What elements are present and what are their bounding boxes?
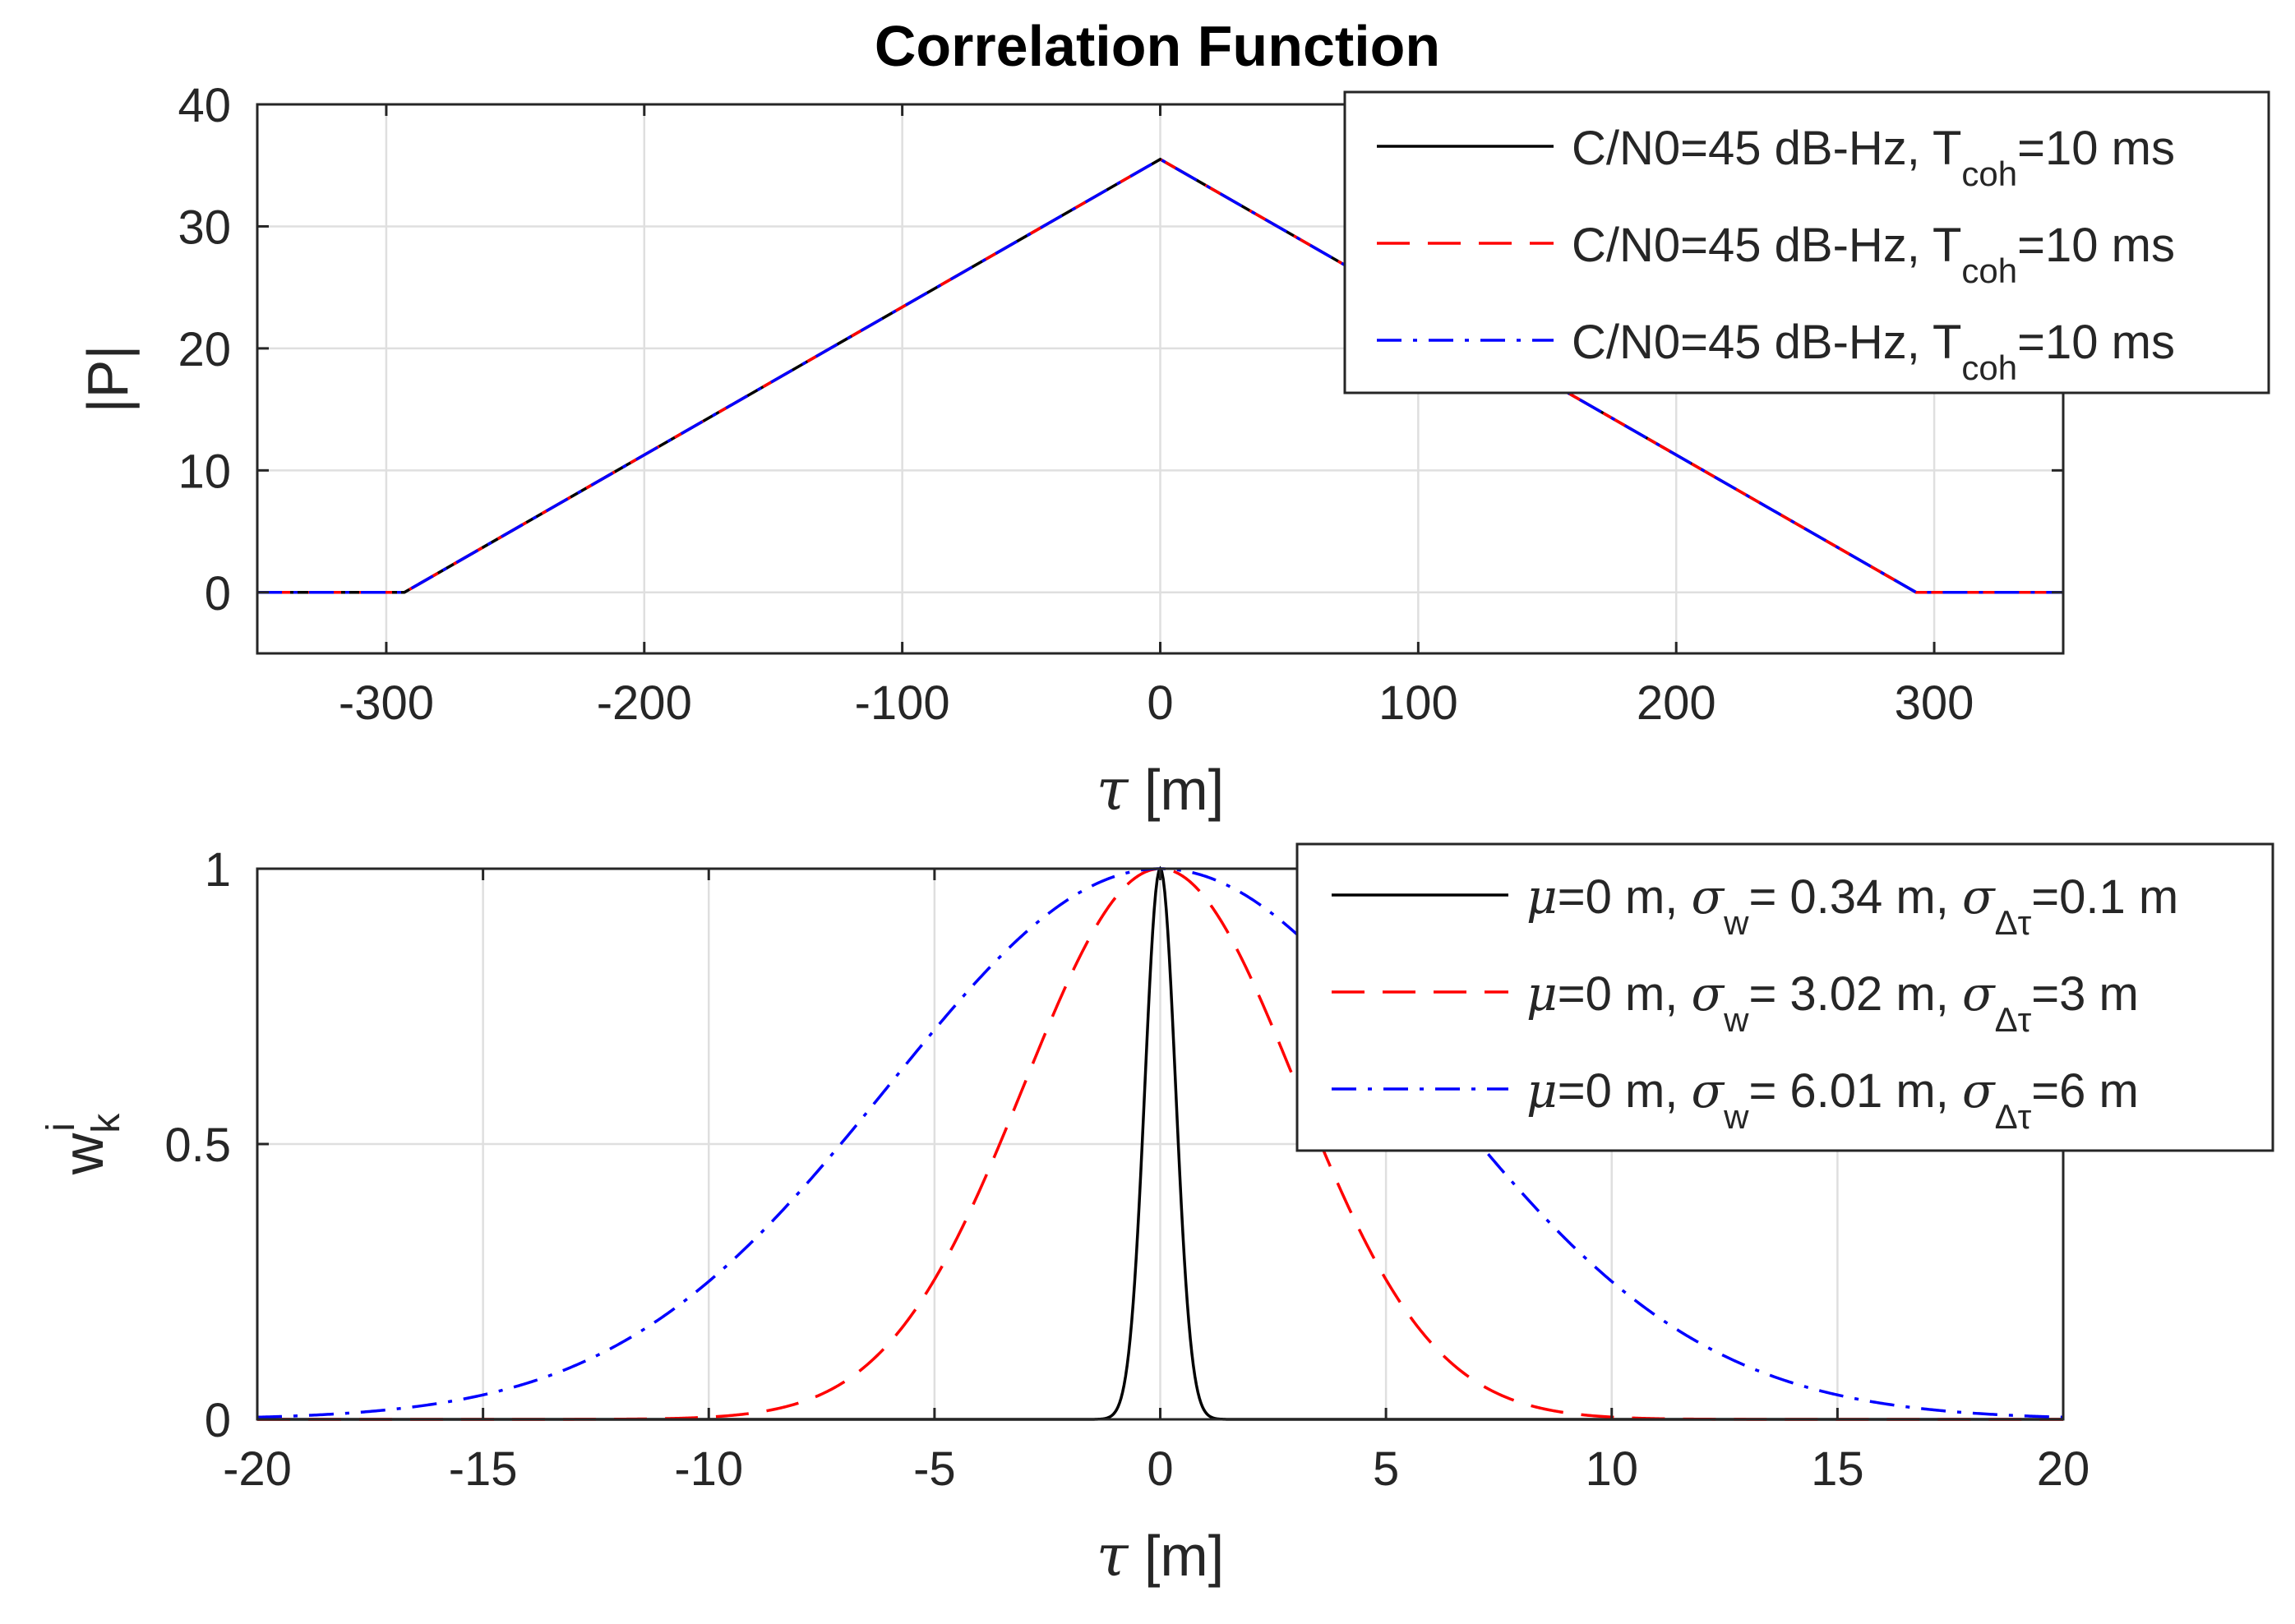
- x-axis-label: τ [m]: [1097, 1522, 1224, 1589]
- chart-title: Correlation Function: [875, 14, 1440, 78]
- legend-label: C/N0=45 dB-Hz, Tcoh=10 ms: [1572, 316, 2175, 387]
- x-tick-label: 200: [1637, 676, 1716, 730]
- x-tick-label: -15: [449, 1442, 518, 1496]
- x-tick-label: 20: [2037, 1442, 2090, 1496]
- legend-label: μ=0 m, σw= 3.02 m, σΔτ=3 m: [1526, 966, 2139, 1039]
- x-tick-label: -20: [223, 1442, 292, 1496]
- x-tick-label: -10: [674, 1442, 743, 1496]
- x-tick-label: -5: [913, 1442, 956, 1496]
- x-axis-label: τ [m]: [1097, 756, 1224, 824]
- x-tick-label: 0: [1147, 1442, 1173, 1496]
- corr-blue-dashdot-line: [257, 157, 2063, 594]
- x-tick-label: 0: [1147, 676, 1173, 730]
- x-tick-label: -300: [339, 676, 434, 730]
- plot-area: [257, 157, 2063, 594]
- weights-panel: -20 -15 -10 -5 0 5 10 15 20 0 0.5 1 τ [m] wki μ=0 m, σ…: [39, 842, 2274, 1589]
- y-tick-label: 0: [205, 567, 231, 621]
- x-tick-label: 10: [1585, 1442, 1638, 1496]
- legend-label: μ=0 m, σw= 6.01 m, σΔτ=6 m: [1526, 1063, 2139, 1136]
- x-tick-label: -100: [855, 676, 950, 730]
- x-tick-label: 100: [1378, 676, 1458, 730]
- legend: μ=0 m, σw= 0.34 m, σΔτ=0.1 m μ=0 m, σw= 3…: [1295, 842, 2274, 1152]
- legend: C/N0=45 dB-Hz, Tcoh=10 ms C/N0=45 dB-Hz, …: [1343, 90, 2270, 394]
- y-tick-label: 0.5: [164, 1119, 231, 1172]
- x-tick-label: 5: [1373, 1442, 1399, 1496]
- y-tick-label: 0: [205, 1394, 231, 1447]
- y-tick-label: 20: [178, 323, 231, 376]
- legend-label: μ=0 m, σw= 0.34 m, σΔτ=0.1 m: [1526, 869, 2178, 942]
- x-tick-label: 15: [1811, 1442, 1864, 1496]
- y-axis-label: |P|: [76, 344, 140, 413]
- legend-label: C/N0=45 dB-Hz, Tcoh=10 ms: [1572, 219, 2175, 290]
- y-axis-label: wki: [39, 1113, 128, 1176]
- legend-label: C/N0=45 dB-Hz, Tcoh=10 ms: [1572, 122, 2175, 193]
- y-tick-label: 40: [178, 79, 231, 132]
- y-tick-label: 30: [178, 201, 231, 254]
- y-tick-label: 1: [205, 843, 231, 897]
- x-tick-label: 300: [1895, 676, 1974, 730]
- x-tick-label: -200: [597, 676, 692, 730]
- correlation-panel: -300 -200 -100 0 100 200 300 0 10 20 30 40 τ [m] |P| C…: [76, 79, 2270, 824]
- y-tick-label: 10: [178, 445, 231, 498]
